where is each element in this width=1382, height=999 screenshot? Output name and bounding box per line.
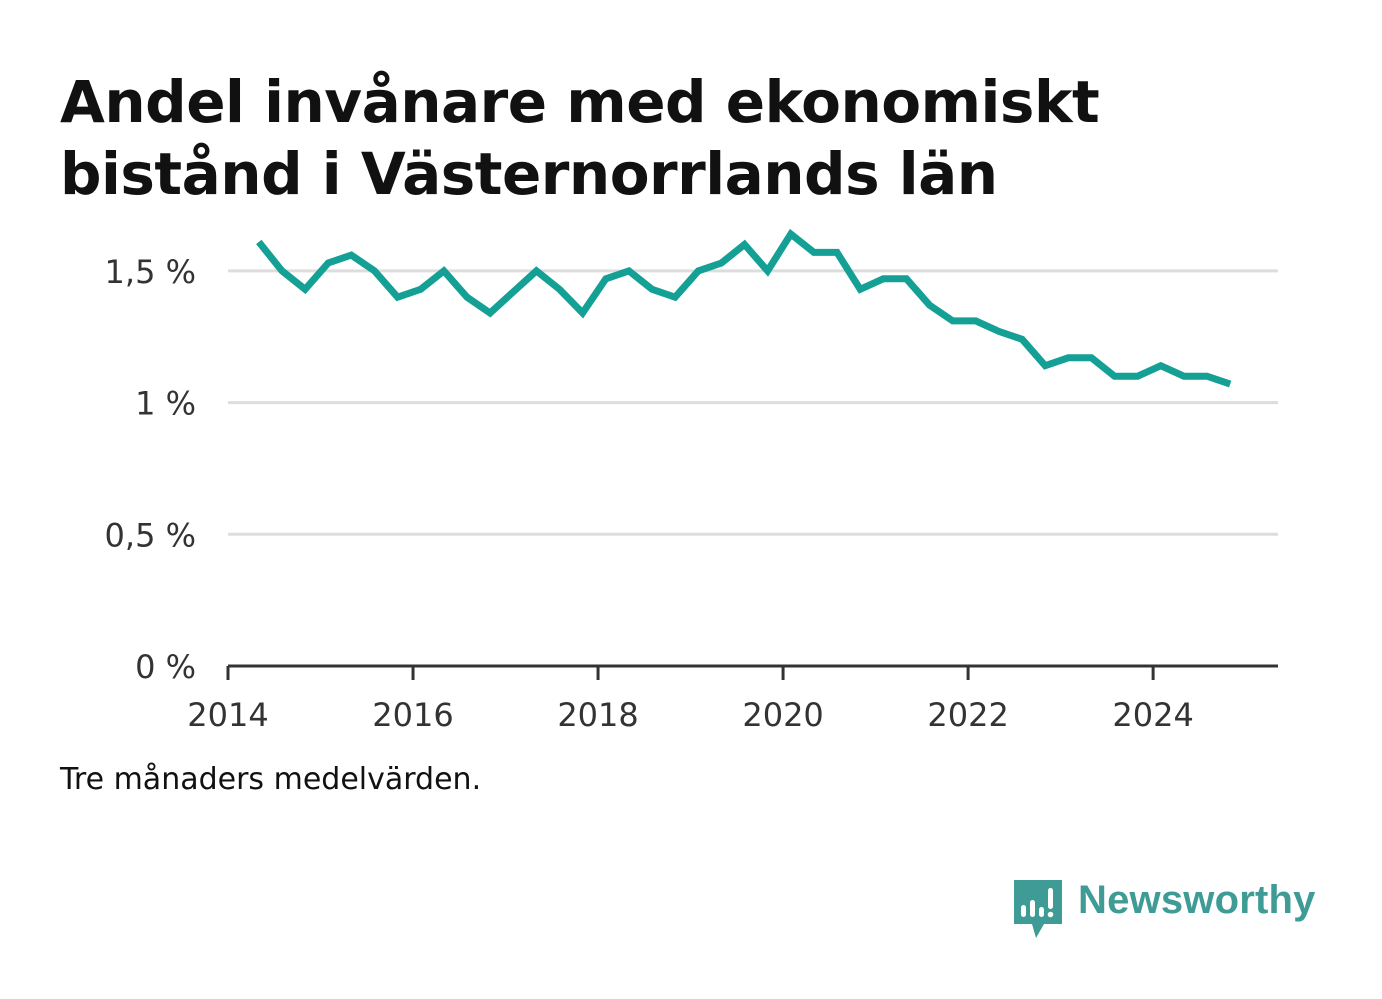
x-tick-label: 2014 bbox=[187, 696, 268, 734]
x-tick-label: 2022 bbox=[927, 696, 1008, 734]
y-tick-label: 0 % bbox=[135, 648, 196, 686]
gridlines bbox=[228, 269, 1278, 536]
y-tick-label: 1,5 % bbox=[105, 253, 196, 291]
chart-title-line-1: Andel invånare med ekonomiskt bbox=[60, 68, 1100, 136]
chart-title-line-2: bistånd i Västernorrlands län bbox=[60, 140, 998, 208]
x-tick-label: 2018 bbox=[557, 696, 638, 734]
brand-name: Newsworthy bbox=[1078, 878, 1316, 922]
y-axis: 0 % 0,5 % 1 % 1,5 % bbox=[105, 253, 196, 686]
series-layer bbox=[256, 228, 1232, 388]
chart-title: Andel invånare med ekonomiskt bistånd i … bbox=[60, 66, 1260, 210]
series-line-0 bbox=[256, 228, 1232, 388]
y-tick-label: 0,5 % bbox=[105, 516, 196, 554]
newsworthy-logo-icon bbox=[1014, 880, 1062, 938]
x-tick-label: 2016 bbox=[372, 696, 453, 734]
x-tick-label: 2024 bbox=[1112, 696, 1193, 734]
line-chart: 0 % 0,5 % 1 % 1,5 % 2014 2016 2018 2020 2022 202… bbox=[105, 228, 1278, 734]
x-axis: 2014 2016 2018 2020 2022 2024 bbox=[187, 664, 1278, 734]
x-tick-label: 2020 bbox=[742, 696, 823, 734]
y-tick-label: 1 % bbox=[135, 385, 196, 423]
chart-note: Tre månaders medelvärden. bbox=[60, 762, 482, 797]
